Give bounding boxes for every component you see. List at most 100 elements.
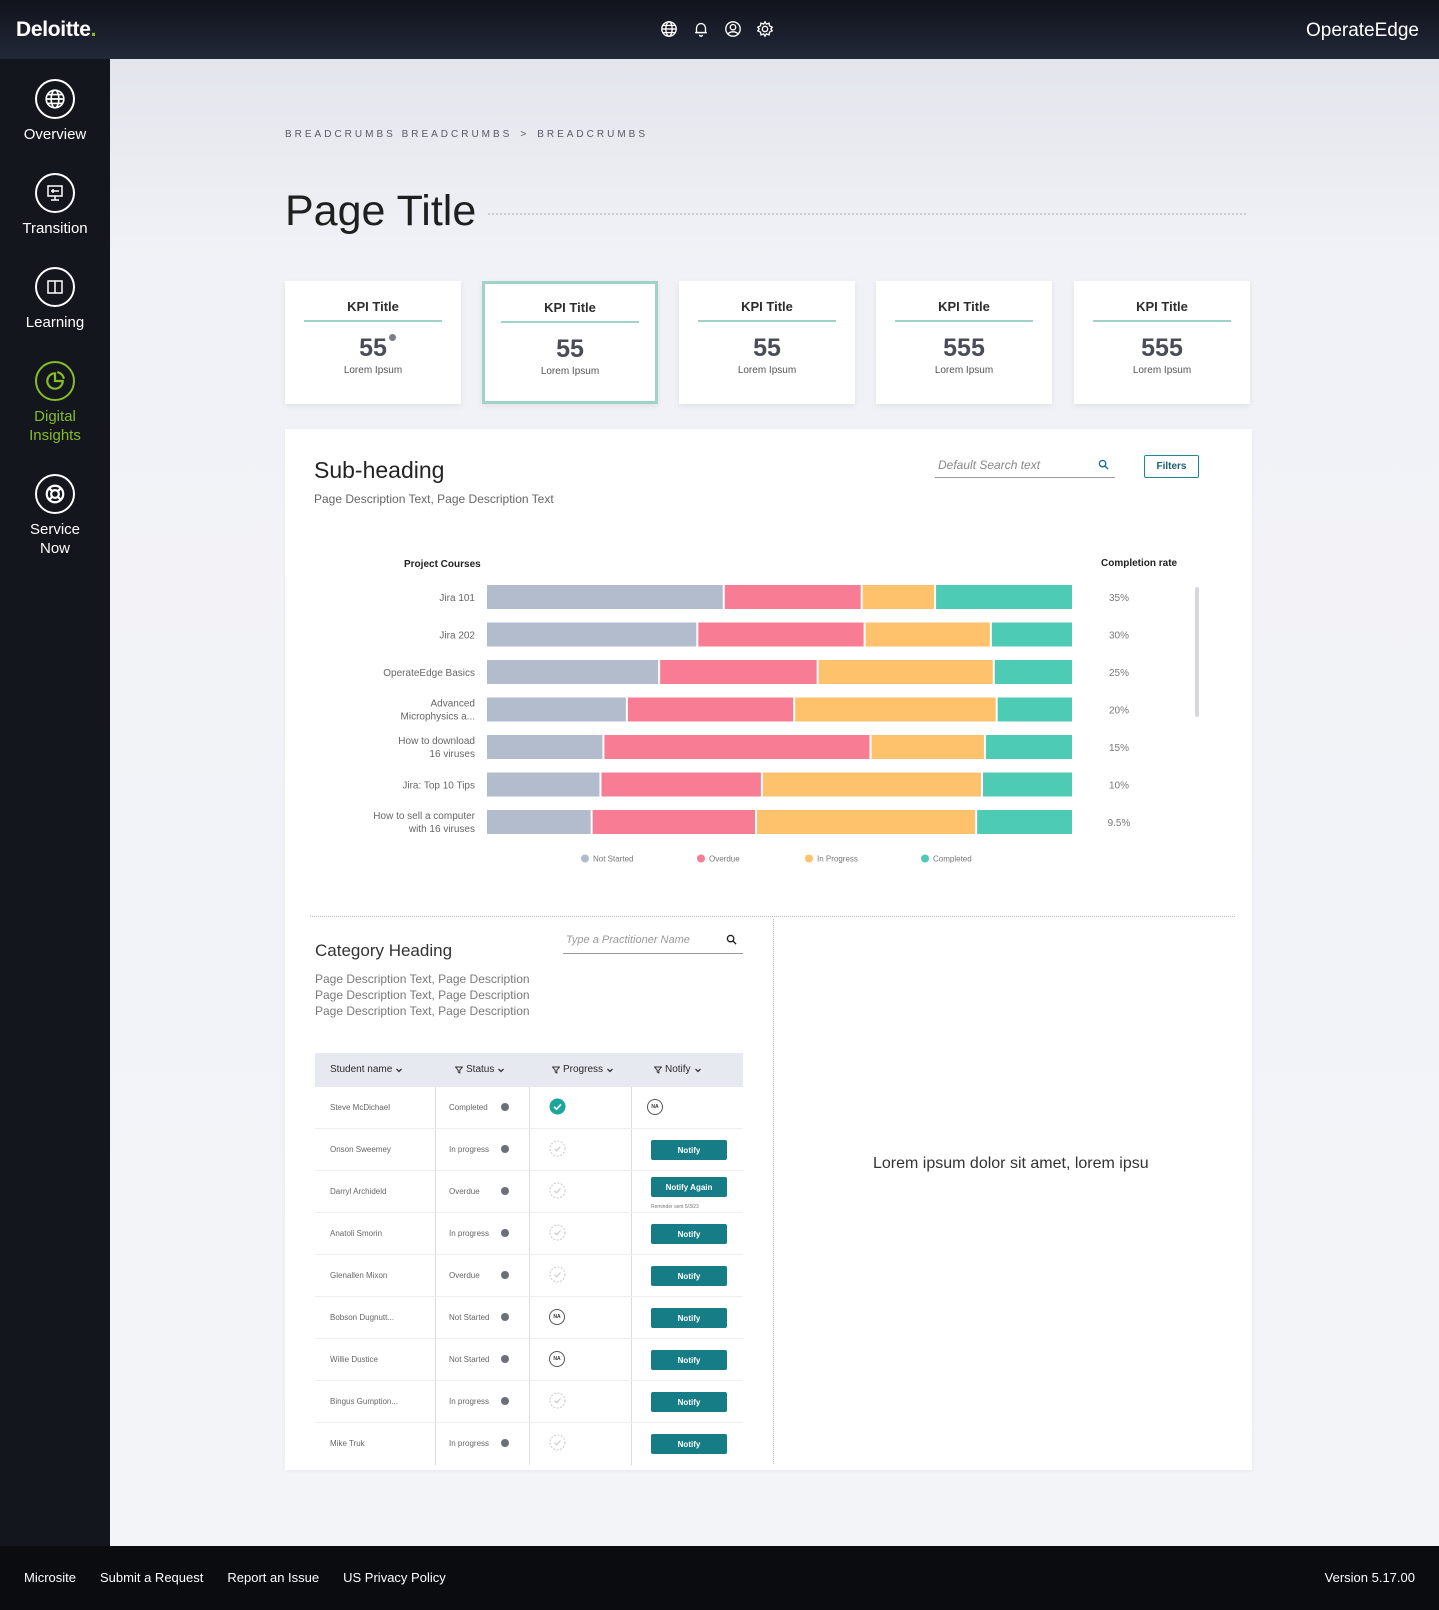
category-label: Microphysics a... — [401, 712, 475, 723]
legend-marker — [697, 854, 705, 863]
search-icon[interactable] — [726, 934, 737, 945]
table-row[interactable]: Anatoli Smorin In progress Notify — [315, 1213, 743, 1255]
chevron-down-icon — [607, 1068, 613, 1072]
table-row[interactable]: Darryl Archideld Overdue Notify Again Remin… — [315, 1171, 743, 1213]
sidebar-item-digital-insights[interactable]: Digital Insights — [0, 361, 110, 445]
info-dot-icon[interactable] — [501, 1355, 509, 1363]
notify-button[interactable]: Notify — [651, 1266, 727, 1286]
chart-scrollbar[interactable] — [1195, 587, 1199, 717]
student-name: Onson Sweemey — [330, 1145, 391, 1154]
category-desc-line: Page Description Text, Page Description — [315, 988, 530, 1002]
bar-segment-not-started — [487, 622, 697, 647]
check-pending-icon — [549, 1434, 566, 1451]
bell-icon[interactable] — [692, 20, 710, 38]
globe-icon[interactable] — [660, 20, 678, 38]
legend-marker — [805, 854, 813, 863]
category-label: Advanced — [431, 699, 475, 710]
info-dot-icon[interactable] — [501, 1145, 509, 1153]
lifebuoy-icon — [35, 474, 75, 514]
column-header-progress[interactable]: Progress — [552, 1064, 614, 1075]
column-separator — [631, 1423, 632, 1465]
info-dot-icon[interactable] — [388, 334, 396, 341]
table-row[interactable]: Bingus Gumption... In progress Notify — [315, 1381, 743, 1423]
kpi-card[interactable]: KPI Title 555 Lorem Ipsum — [1074, 281, 1250, 404]
notify-button[interactable]: Notify — [651, 1308, 727, 1328]
kpi-divider — [1093, 320, 1231, 322]
column-separator — [631, 1129, 632, 1170]
kpi-card[interactable]: KPI Title 55 Lorem Ipsum — [679, 281, 855, 404]
breadcrumb-item[interactable]: BREADCRUMBS BREADCRUMBS — [285, 129, 513, 140]
kpi-card-selected[interactable]: KPI Title 55 Lorem Ipsum — [482, 281, 658, 404]
footer-link-report-issue[interactable]: Report an Issue — [227, 1570, 320, 1585]
breadcrumb-item[interactable]: BREADCRUMBS — [537, 129, 648, 140]
column-header-name[interactable]: Student name — [330, 1064, 403, 1075]
footer-link-privacy-policy[interactable]: US Privacy Policy — [343, 1570, 446, 1585]
table-header: Student name Status Progress Notify — [315, 1053, 743, 1087]
table-row[interactable]: Mike Truk In progress Notify — [315, 1423, 743, 1465]
column-header-label: Student name — [330, 1064, 393, 1075]
deloitte-logo[interactable]: Deloitte. — [16, 18, 97, 41]
kpi-card[interactable]: KPI Title 555 Lorem Ipsum — [876, 281, 1052, 404]
content-panel: Sub-heading Page Description Text, Page … — [285, 429, 1252, 1470]
filter-icon — [455, 1066, 463, 1074]
table-row[interactable]: Glenallen Mixon Overdue Notify — [315, 1255, 743, 1297]
notify-button[interactable]: Notify — [651, 1224, 727, 1244]
sidebar-item-service-now[interactable]: Service Now — [0, 474, 110, 558]
search-icon[interactable] — [1098, 459, 1109, 470]
notify-button[interactable]: Notify — [651, 1434, 727, 1454]
column-header-notify[interactable]: Notify — [654, 1064, 702, 1075]
column-separator — [435, 1381, 436, 1422]
info-dot-icon[interactable] — [501, 1313, 509, 1321]
column-separator — [529, 1213, 530, 1254]
bar-segment-in-progress — [865, 622, 990, 647]
bar-segment-completed — [983, 772, 1072, 797]
chart-left-header: Project Courses — [404, 559, 481, 570]
info-dot-icon[interactable] — [501, 1271, 509, 1279]
search-input[interactable]: Default Search text — [935, 454, 1115, 478]
category-label: Jira 101 — [439, 593, 475, 604]
notify-again-button[interactable]: Notify Again — [651, 1177, 727, 1197]
footer-link-submit-request[interactable]: Submit a Request — [100, 1570, 204, 1585]
column-separator — [529, 1255, 530, 1296]
kpi-card[interactable]: KPI Title 55 Lorem Ipsum — [285, 281, 461, 404]
info-dot-icon[interactable] — [501, 1439, 509, 1447]
category-label: How to download — [398, 736, 475, 747]
column-divider — [773, 919, 774, 1464]
column-header-status[interactable]: Status — [455, 1064, 505, 1075]
bar-segment-in-progress — [818, 660, 993, 684]
column-separator — [529, 1339, 530, 1380]
column-header-label: Status — [466, 1064, 495, 1075]
table-row[interactable]: Bobson Dugnutt... Not Started NA Notify — [315, 1297, 743, 1339]
user-icon[interactable] — [724, 20, 742, 38]
kpi-title: KPI Title — [544, 300, 596, 315]
completion-rate-label: 15% — [1109, 743, 1129, 754]
sidebar-item-label: Service — [29, 521, 81, 538]
table-row[interactable]: Steve McDichael Completed NA — [315, 1087, 743, 1129]
status-text: Overdue — [449, 1271, 480, 1280]
chart-right-header: Completion rate — [1101, 558, 1178, 569]
notify-button[interactable]: Notify — [651, 1140, 727, 1160]
sidebar-item-learning[interactable]: Learning — [0, 267, 110, 332]
table-row[interactable]: Onson Sweemey In progress Notify — [315, 1129, 743, 1171]
gear-icon[interactable] — [756, 20, 774, 38]
kpi-value: 55 — [556, 335, 584, 363]
filters-button[interactable]: Filters — [1144, 455, 1199, 478]
bar-segment-in-progress — [762, 772, 982, 797]
notify-button[interactable]: Notify — [651, 1350, 727, 1370]
table-row[interactable]: Willie Dustice Not Started NA Notify — [315, 1339, 743, 1381]
info-dot-icon[interactable] — [501, 1229, 509, 1237]
student-name: Mike Truk — [330, 1439, 365, 1448]
completion-rate-label: 25% — [1109, 668, 1129, 679]
sidebar-item-transition[interactable]: Transition — [0, 173, 110, 238]
notify-button[interactable]: Notify — [651, 1392, 727, 1412]
status-text: In progress — [449, 1439, 490, 1448]
version-label: Version 5.17.00 — [1324, 1570, 1415, 1585]
footer-link-microsite[interactable]: Microsite — [24, 1570, 77, 1585]
sidebar-item-overview[interactable]: Overview — [0, 79, 110, 144]
status-text: In progress — [449, 1229, 490, 1238]
info-dot-icon[interactable] — [501, 1187, 509, 1195]
practitioner-search-input[interactable]: Type a Practitioner Name — [563, 932, 743, 954]
info-dot-icon[interactable] — [501, 1397, 509, 1405]
info-dot-icon[interactable] — [501, 1103, 509, 1111]
column-separator — [435, 1423, 436, 1465]
